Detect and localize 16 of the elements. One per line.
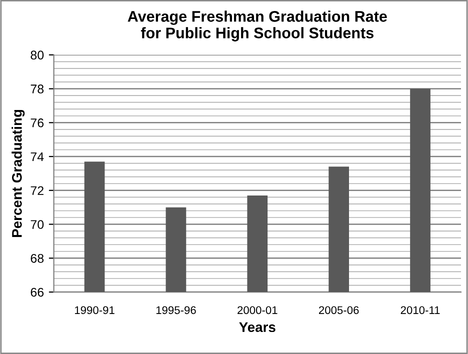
chart-title: Average Freshman Graduation Rate for Public High School Students xyxy=(128,10,387,42)
y-axis-title: Percent Graduating xyxy=(12,110,25,237)
y-tick-label: 74 xyxy=(30,152,44,162)
y-tick-label: 76 xyxy=(30,118,44,128)
y-tick-label: 72 xyxy=(30,186,44,195)
y-tick-label: 78 xyxy=(30,84,44,94)
x-axis-title: Years xyxy=(239,322,276,332)
x-tick-label: 2005-06 xyxy=(319,306,359,314)
y-tick-label: 68 xyxy=(30,254,44,263)
y-tick-label: 70 xyxy=(30,220,44,229)
x-tick-label: 2010-11 xyxy=(400,306,440,314)
x-tick-label: 2000-01 xyxy=(238,306,278,314)
x-tick-label: 1990-91 xyxy=(74,306,114,314)
x-tick-label: 1995-96 xyxy=(156,306,196,314)
y-tick-label: 66 xyxy=(30,288,44,297)
y-tick-label: 80 xyxy=(30,50,44,60)
